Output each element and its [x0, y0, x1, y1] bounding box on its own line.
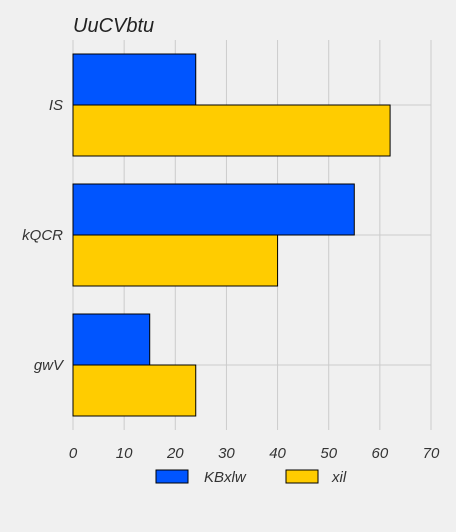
y-axis-ticks: IS kQCR gwV	[22, 97, 65, 374]
bar-xil-gwV	[72, 364, 197, 417]
x-tick-label: 60	[372, 445, 389, 462]
x-tick-label: 40	[269, 445, 286, 462]
bars	[72, 53, 391, 417]
x-tick-label: 30	[218, 445, 235, 462]
x-tick-label: 20	[166, 445, 184, 462]
legend-label-KBxlw: KBxlw	[204, 469, 247, 486]
x-axis-ticks: 0 10 20 30 40 50 60 70	[69, 445, 440, 462]
y-tick-label: kQCR	[22, 227, 63, 244]
legend-label-xil: xil	[331, 469, 347, 486]
legend-swatch-xil	[285, 469, 319, 484]
bar-KBxlw-gwV	[72, 313, 151, 366]
bar-xil-IS	[72, 104, 391, 157]
legend-swatch-KBxlw	[155, 469, 189, 484]
x-tick-label: 0	[69, 445, 78, 462]
bar-KBxlw-kQCR	[72, 183, 355, 236]
chart-title: UuCVbtu	[73, 15, 154, 37]
bar-xil-kQCR	[72, 234, 279, 287]
y-tick-label: gwV	[34, 357, 65, 374]
bar-KBxlw-IS	[72, 53, 197, 106]
x-tick-label: 10	[116, 445, 133, 462]
legend: KBxlw xil	[155, 469, 347, 486]
x-tick-label: 70	[423, 445, 440, 462]
x-tick-label: 50	[320, 445, 337, 462]
y-tick-label: IS	[49, 97, 63, 114]
